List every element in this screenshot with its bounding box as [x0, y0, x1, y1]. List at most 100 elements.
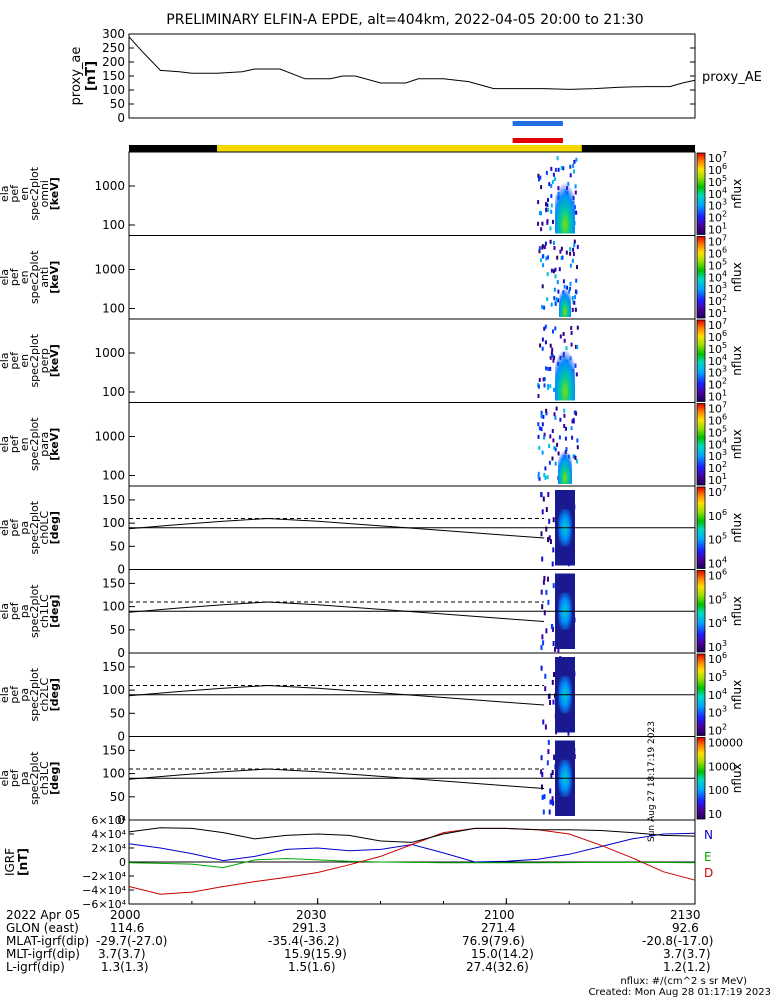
colorbar-tick-label: 102	[708, 377, 727, 392]
pitch-cell	[547, 492, 550, 497]
energy-tick-label: 1000	[94, 263, 125, 277]
spectrogram-cell	[556, 156, 559, 161]
colorbar-tick-label: 100	[708, 784, 729, 797]
pitch-tick-label: 150	[102, 743, 125, 757]
pitch-cell	[547, 599, 550, 605]
pitch-cell	[540, 769, 543, 775]
spectrogram-cell	[576, 438, 579, 443]
pitch-cell	[557, 647, 560, 653]
pitch-cell	[547, 576, 549, 582]
colorbar-label: nflux	[730, 596, 744, 626]
spectrogram-cell	[538, 377, 541, 382]
colorbar-tick-label: 104	[708, 615, 727, 630]
spectrogram-cell	[574, 307, 577, 312]
pitch-cell	[548, 693, 551, 699]
pitch-cell	[541, 772, 544, 777]
spectrogram-cell	[553, 296, 556, 301]
bfield-lines	[128, 827, 696, 895]
pitch-cell	[543, 575, 546, 581]
pitch-cell	[550, 773, 553, 779]
pitch-cell	[540, 589, 543, 595]
pitch-tick-label: 50	[110, 790, 125, 804]
spectrogram-cell	[576, 244, 579, 249]
pitch-cell	[553, 754, 556, 760]
footer-row-0-v3: 2100	[484, 908, 515, 922]
colorbar-tick-label: 101	[708, 222, 727, 237]
spectrogram-cell	[556, 255, 559, 260]
pitch-tick-label: 50	[110, 706, 125, 720]
spectrogram-cell	[575, 278, 578, 283]
energy-panel-0: 1000100elapefenspec2plotomni[keV]1071061…	[0, 150, 744, 237]
spectrogram-cell	[570, 326, 573, 330]
spectrogram-cell	[571, 258, 574, 263]
pitch-cell	[544, 724, 547, 730]
spectrogram-cell	[576, 265, 578, 270]
colorbar-tick-label: 10000	[708, 737, 743, 750]
spectrogram-cell	[541, 346, 544, 351]
footer-row-1-v4: 92.6	[672, 921, 699, 935]
footer-row-4-v2: 1.5(1.6)	[288, 960, 336, 974]
colorbar-tick-label: 1000	[708, 760, 736, 773]
colorbar-tick-label: 103	[708, 448, 727, 463]
spectrogram-cell	[542, 263, 545, 268]
panel-ylabel-2: elapefenspec2plotperp[keV]	[0, 333, 61, 387]
colorbar-tick-label: 105	[708, 669, 727, 684]
proxy-ae-tick-label: 300	[102, 27, 125, 41]
spectrogram-cell	[547, 366, 550, 371]
energy-tick-label: 100	[102, 469, 125, 483]
colorbar-label: nflux	[730, 429, 744, 459]
spectrogram-cell	[556, 442, 559, 447]
energy-tick-label: 1000	[94, 430, 125, 444]
spectrogram-cell	[545, 411, 548, 416]
pitch-cell	[552, 699, 555, 705]
spectrogram-cell	[574, 184, 577, 189]
spectrogram-cell	[573, 159, 576, 164]
pitch-cell	[551, 561, 554, 567]
bfield-ylabel: IGRF[nT]	[3, 848, 30, 876]
spectrogram-cell	[574, 363, 577, 368]
colorbar-tick-label: 106	[708, 508, 727, 523]
pitch-cell	[540, 645, 543, 650]
spectrogram-cell	[549, 343, 552, 348]
bfield-line-E	[128, 857, 696, 869]
pitch-cell	[540, 492, 543, 498]
spectrogram-cell	[574, 295, 576, 300]
proxy-ae-frame	[128, 33, 696, 119]
pitch-cell	[549, 788, 552, 794]
spectrogram-cell	[575, 459, 578, 464]
spectrogram-cell	[544, 324, 547, 329]
proxy-ae-tick-label: 0	[117, 111, 125, 125]
spectrogram-cell	[563, 424, 566, 428]
energy-tick-label: 100	[102, 218, 125, 232]
colorbar-tick-label: 102	[708, 460, 727, 475]
spectrogram-cell	[538, 426, 541, 431]
colorbar-tick-label: 105	[708, 174, 727, 189]
footer-row-3-v2: 15.9(15.9)	[284, 947, 347, 961]
pitch-cell	[567, 730, 570, 736]
spectrogram-cell	[573, 239, 576, 244]
pitch-tick-label: 0	[117, 730, 125, 744]
pitch-tick-label: 100	[102, 767, 125, 781]
colorbar-tick-label: 106	[708, 412, 727, 427]
spectrogram-cell	[546, 297, 549, 302]
proxy-ae-tick-label: 100	[102, 83, 125, 97]
pitch-cell	[547, 739, 550, 745]
spectrogram-cell	[569, 164, 572, 169]
pitch-cell	[548, 809, 551, 815]
footer-row-2-v4: -20.8(-17.0)	[642, 934, 714, 948]
spectrogram-cell	[564, 436, 567, 441]
red-marker	[512, 138, 563, 143]
spectrogram-cell	[555, 297, 558, 302]
spectrogram-cell	[551, 429, 554, 433]
colorbar-tick-label: 101	[708, 305, 727, 320]
colorbar-tick-label: 102	[708, 293, 727, 308]
spectrogram-cell	[543, 432, 546, 437]
spectrogram-cell	[538, 445, 541, 450]
spectrogram-cell	[549, 384, 552, 389]
spectrogram-cell	[552, 269, 555, 274]
spectrogram-cell	[552, 172, 555, 177]
spectrogram-cell	[571, 419, 574, 424]
spectrogram-cell	[550, 268, 553, 273]
